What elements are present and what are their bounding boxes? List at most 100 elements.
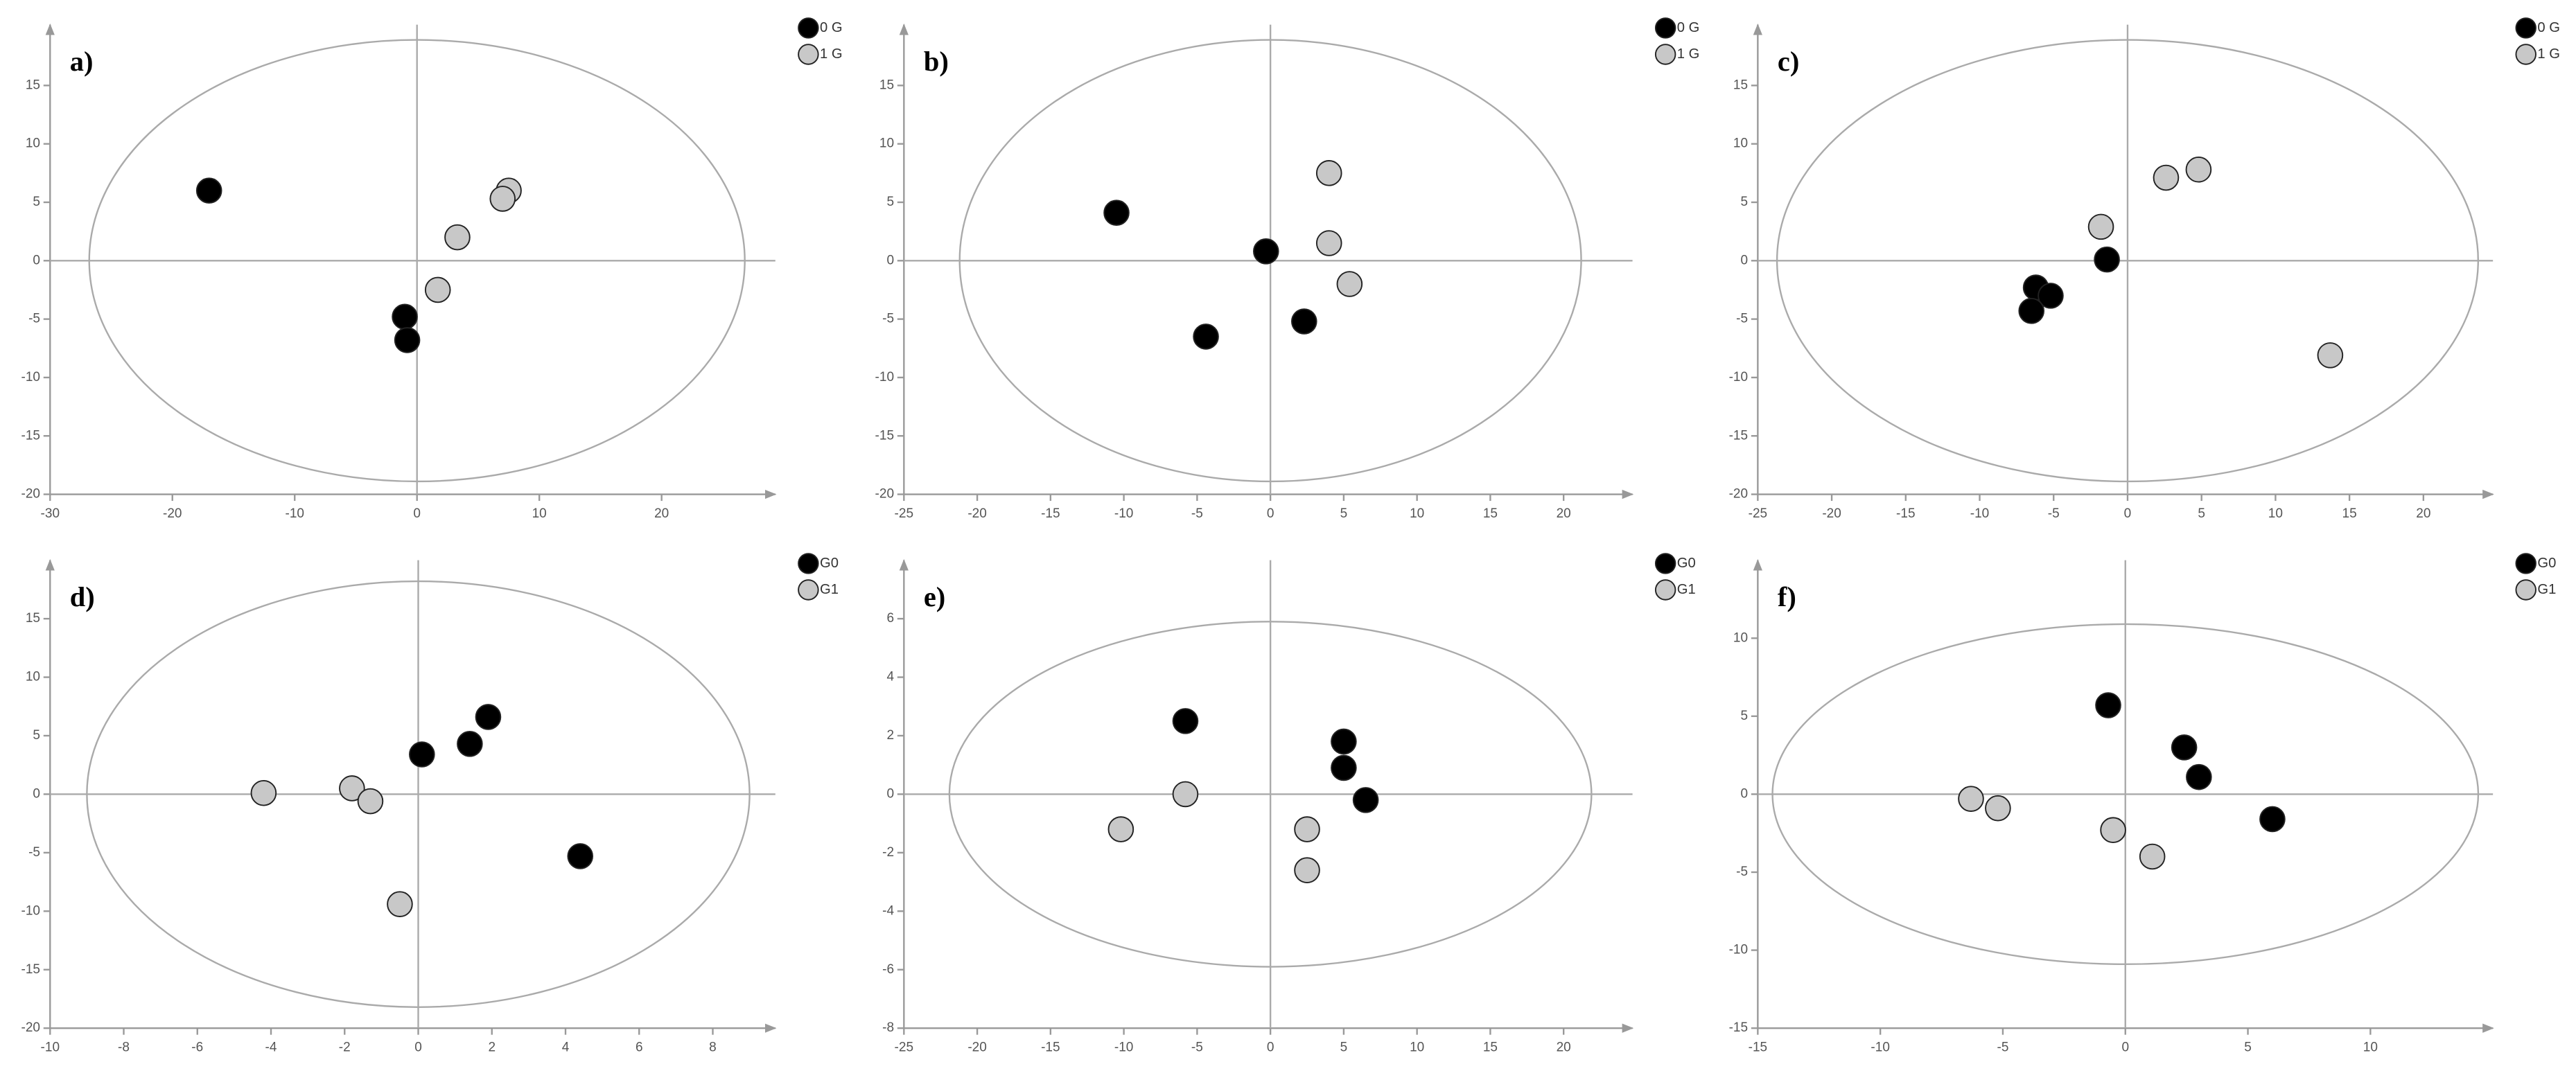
panel-title: c) (1778, 46, 1799, 77)
point (2087, 213, 2114, 240)
x-tick-label: 6 (636, 1041, 643, 1055)
x-tick-label: 20 (1557, 1041, 1571, 1055)
x-tick-label: -30 (41, 506, 60, 521)
y-tick-label: 6 (886, 611, 894, 626)
point (1290, 308, 1317, 335)
y-tick-label: 0 (33, 253, 40, 267)
y-tick-label: 15 (26, 611, 40, 626)
y-tick-label: 15 (26, 78, 40, 92)
x-tick-label: 10 (532, 506, 547, 521)
legend-marker (798, 553, 819, 574)
x-tick-label: 4 (562, 1041, 570, 1055)
point (2153, 164, 2180, 191)
y-tick-label: -15 (21, 962, 40, 977)
y-tick-label: 5 (33, 195, 40, 209)
point (1958, 786, 1984, 812)
x-tick-label: -10 (41, 1041, 60, 1055)
legend-label: G0 (820, 556, 839, 571)
y-tick-label: -2 (882, 845, 894, 860)
y-tick-label: 5 (1741, 195, 1749, 209)
legend-label: G0 (2537, 556, 2556, 571)
y-tick-label: 4 (886, 670, 894, 684)
x-tick-label: -25 (895, 506, 913, 521)
x-tick-label: 8 (709, 1041, 717, 1055)
legend-marker (1654, 553, 1676, 574)
legend-label: G0 (1677, 556, 1696, 571)
x-tick-label: 20 (2416, 506, 2430, 521)
y-tick-label: 2 (886, 728, 894, 743)
x-tick-label: -20 (1822, 506, 1841, 521)
y-tick-label: -5 (882, 312, 894, 326)
x-tick-label: 20 (654, 506, 669, 521)
y-tick-label: -15 (875, 428, 894, 443)
point (2186, 763, 2212, 790)
point (1331, 728, 1357, 755)
legend-label: 0 G (820, 20, 843, 35)
x-tick-label: -20 (967, 1041, 986, 1055)
legend-label: G1 (2537, 582, 2556, 597)
point (2094, 246, 2120, 273)
x-tick-label: -10 (1970, 506, 1989, 521)
point (2185, 156, 2212, 183)
point (2100, 817, 2126, 843)
y-tick-label: 5 (1741, 709, 1749, 723)
y-tick-label: -10 (875, 370, 894, 384)
point (1294, 816, 1320, 842)
y-tick-label: 0 (33, 786, 40, 801)
x-tick-label: -20 (967, 506, 986, 521)
y-tick-label: -15 (1729, 1020, 1748, 1035)
y-tick-label: -5 (1736, 865, 1748, 879)
x-tick-label: 0 (414, 1041, 422, 1055)
legend-marker (1654, 17, 1676, 39)
legend-marker (2515, 17, 2536, 39)
legend-label: 0 G (2537, 20, 2560, 35)
point (2259, 806, 2286, 833)
x-tick-label: 0 (2124, 506, 2132, 521)
y-tick-label: -5 (28, 845, 40, 860)
y-tick-label: 10 (879, 136, 894, 151)
panel-title: b) (924, 46, 949, 77)
panel-title: f) (1778, 581, 1796, 612)
point (387, 891, 413, 917)
panel-title: e) (924, 581, 945, 612)
x-tick-label: 2 (488, 1041, 496, 1055)
legend-marker (2515, 553, 2536, 574)
x-tick-label: 0 (413, 506, 421, 521)
y-tick-label: 0 (886, 253, 894, 267)
legend-marker (2515, 44, 2536, 65)
point (409, 741, 435, 768)
y-tick-label: -6 (882, 962, 894, 977)
legend-marker (1654, 579, 1676, 601)
x-tick-label: -8 (118, 1041, 130, 1055)
point (1985, 795, 2011, 822)
point (1331, 754, 1357, 781)
y-tick-label: -10 (21, 903, 40, 918)
legend-marker (798, 17, 819, 39)
y-tick-label: -5 (1736, 312, 1748, 326)
x-tick-label: -10 (1870, 1041, 1889, 1055)
legend-label: 1 G (1677, 46, 1700, 62)
point (357, 788, 384, 815)
y-tick-label: -15 (21, 428, 40, 443)
panel-title: a) (70, 46, 94, 77)
legend-label: G1 (820, 582, 839, 597)
y-tick-label: -15 (1729, 428, 1748, 443)
legend-marker (798, 44, 819, 65)
point (195, 177, 222, 204)
y-tick-label: -20 (21, 1020, 40, 1035)
point (1336, 271, 1363, 297)
x-tick-label: 5 (2198, 506, 2205, 521)
point (457, 731, 483, 757)
y-tick-label: -5 (28, 312, 40, 326)
x-tick-label: 10 (1410, 1041, 1424, 1055)
y-tick-label: 10 (26, 670, 40, 684)
point (1294, 857, 1320, 883)
point (2171, 734, 2198, 761)
point (567, 843, 594, 869)
x-tick-label: -6 (191, 1041, 203, 1055)
y-tick-label: -10 (1729, 370, 1748, 384)
y-tick-label: -20 (21, 487, 40, 502)
